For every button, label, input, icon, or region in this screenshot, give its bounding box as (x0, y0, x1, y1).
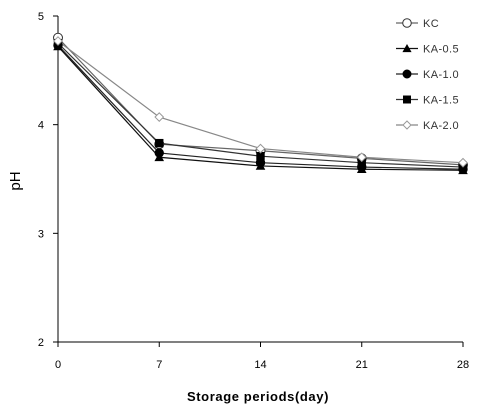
x-axis-title: Storage periods(day) (187, 389, 329, 404)
axes: 2 3 4 5 0 7 14 21 28 (38, 11, 469, 371)
data-point (458, 157, 468, 168)
y-tick-label: 3 (38, 228, 44, 240)
x-tick-label: 21 (356, 359, 368, 371)
data-point (155, 138, 164, 148)
x-tick-label: 7 (156, 359, 162, 371)
data-point (154, 148, 164, 158)
legend-label: KA-1.0 (423, 69, 459, 81)
data-point (53, 36, 63, 46)
y-axis-title: pH (7, 171, 24, 190)
legend-label: KA-2.0 (423, 120, 459, 132)
legend: KC KA-0.5 KA-1.0 KA-1.5 KA-2.0 (396, 18, 459, 132)
legend-marker (402, 18, 412, 28)
legend-label: KC (423, 18, 439, 30)
legend-marker (402, 120, 412, 130)
x-tick-label: 0 (55, 359, 61, 371)
legend-label: KA-1.5 (423, 95, 459, 107)
y-tick-label: 5 (38, 11, 44, 23)
legend-marker (402, 69, 412, 79)
data-point (357, 158, 366, 167)
legend-marker (403, 95, 411, 104)
series-markers (53, 32, 468, 175)
legend-label: KA-0.5 (423, 44, 459, 56)
x-tick-label: 14 (254, 359, 266, 371)
y-tick-label: 2 (38, 337, 44, 349)
y-tick-label: 4 (38, 120, 44, 132)
data-point (255, 143, 266, 154)
data-point (154, 112, 165, 122)
legend-marker (402, 43, 412, 53)
data-point (256, 151, 265, 161)
x-tick-label: 28 (457, 359, 469, 371)
data-point (356, 152, 367, 163)
